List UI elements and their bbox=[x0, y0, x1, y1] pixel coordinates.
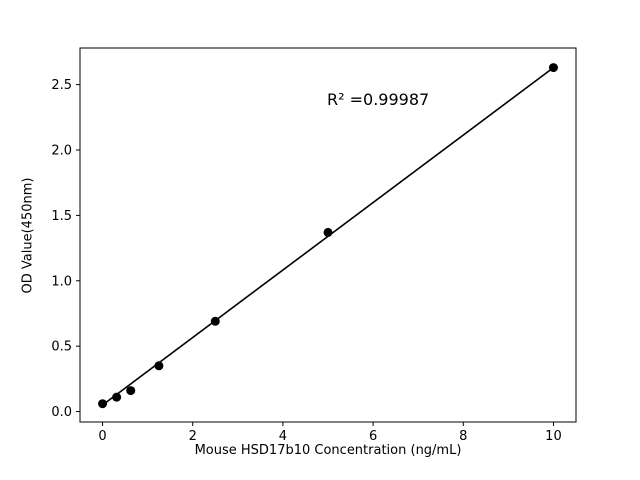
x-tick-label: 0 bbox=[98, 429, 106, 444]
data-point bbox=[154, 361, 164, 371]
r-squared-annotation: R² =0.99987 bbox=[327, 90, 430, 109]
data-point bbox=[126, 386, 136, 396]
y-tick-label: 2.5 bbox=[51, 78, 72, 93]
data-point bbox=[98, 399, 108, 409]
data-point bbox=[323, 227, 333, 237]
x-tick-label: 4 bbox=[279, 429, 287, 444]
data-point bbox=[112, 392, 122, 402]
y-tick-label: 0.0 bbox=[51, 405, 72, 420]
data-point bbox=[548, 63, 558, 73]
x-tick-label: 10 bbox=[545, 429, 562, 444]
y-tick-label: 0.5 bbox=[51, 340, 72, 355]
x-axis-label: Mouse HSD17b10 Concentration (ng/mL) bbox=[194, 443, 462, 458]
data-point bbox=[210, 316, 220, 326]
y-tick-label: 2.0 bbox=[51, 144, 72, 159]
x-tick-label: 6 bbox=[369, 429, 377, 444]
axes-frame bbox=[79, 47, 577, 423]
x-tick-label: 8 bbox=[459, 429, 467, 444]
x-tick-label: 2 bbox=[189, 429, 197, 444]
y-tick-label: 1.5 bbox=[51, 209, 72, 224]
y-axis-label: OD Value(450nm) bbox=[20, 177, 36, 294]
y-tick-label: 1.0 bbox=[51, 274, 72, 289]
